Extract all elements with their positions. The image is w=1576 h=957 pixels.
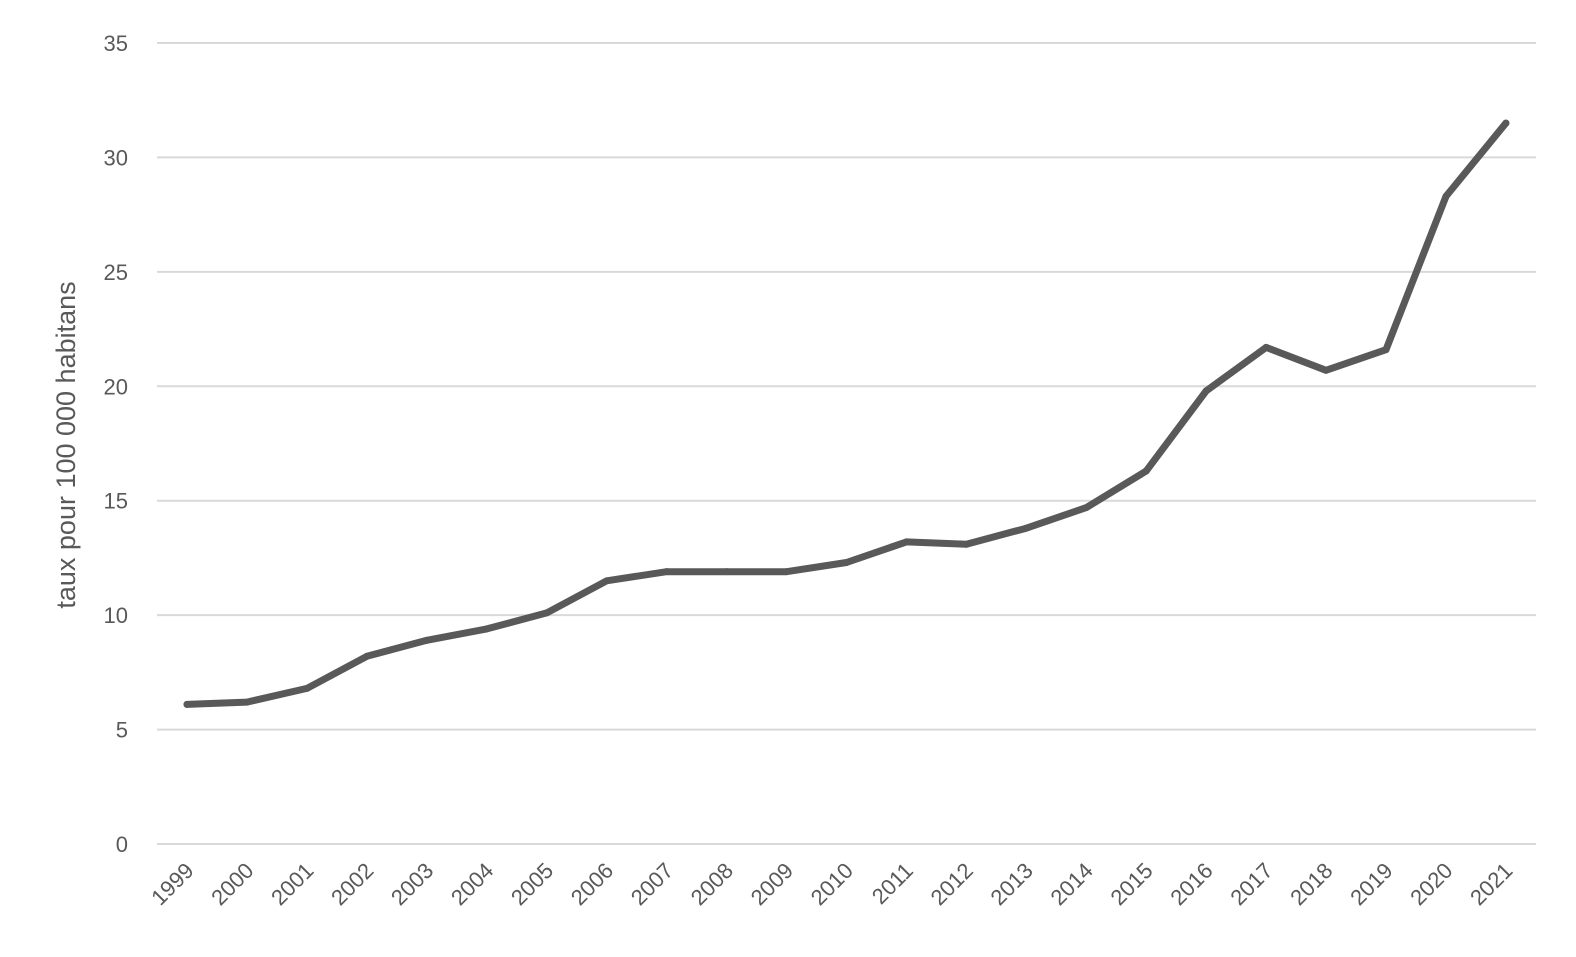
x-tick-label: 2019 — [1345, 858, 1397, 910]
data-point-2015 — [1142, 467, 1150, 475]
data-point-2019 — [1382, 346, 1390, 354]
data-point-2007 — [663, 568, 671, 576]
data-point-2010 — [842, 559, 850, 567]
data-points — [183, 119, 1510, 708]
y-axis-title: taux pour 100 000 habitans — [51, 281, 81, 608]
data-point-2021 — [1502, 119, 1510, 127]
data-point-2000 — [243, 698, 251, 706]
data-point-2018 — [1322, 366, 1330, 374]
y-tick-label: 20 — [104, 374, 128, 399]
data-point-2001 — [303, 684, 311, 692]
x-tick-label: 2013 — [986, 858, 1038, 910]
y-tick-label: 30 — [104, 145, 128, 170]
x-tick-label: 2002 — [326, 858, 378, 910]
x-tick-label: 2009 — [746, 858, 798, 910]
data-point-2020 — [1442, 192, 1450, 200]
x-tick-label: 1999 — [146, 858, 198, 910]
x-tick-label: 2020 — [1405, 858, 1457, 910]
x-tick-label: 2000 — [206, 858, 258, 910]
data-point-2017 — [1262, 343, 1270, 351]
series-line — [183, 119, 1510, 708]
data-point-2002 — [363, 652, 371, 660]
x-tick-label: 2018 — [1285, 858, 1337, 910]
x-tick-label: 2017 — [1225, 858, 1277, 910]
data-point-2012 — [962, 540, 970, 548]
y-tick-label: 10 — [104, 603, 128, 628]
data-point-2011 — [902, 538, 910, 546]
x-tick-label: 2012 — [926, 858, 978, 910]
data-point-2014 — [1082, 504, 1090, 512]
y-axis-ticks: 0 5 10 15 20 25 30 35 — [104, 31, 128, 857]
x-tick-label: 2010 — [806, 858, 858, 910]
x-tick-label: 2011 — [867, 858, 918, 909]
x-tick-label: 2006 — [566, 858, 618, 910]
x-tick-label: 2016 — [1165, 858, 1217, 910]
data-point-2006 — [603, 577, 611, 585]
y-tick-label: 15 — [104, 489, 128, 514]
data-point-2004 — [483, 625, 491, 633]
series-layer — [183, 119, 1510, 708]
x-tick-label: 2004 — [446, 858, 498, 910]
data-point-2008 — [723, 568, 731, 576]
x-tick-label: 2008 — [686, 858, 738, 910]
data-point-2016 — [1202, 387, 1210, 395]
x-tick-label: 2003 — [386, 858, 438, 910]
y-tick-label: 0 — [116, 832, 128, 857]
x-tick-label: 2007 — [626, 858, 678, 910]
x-tick-label: 2015 — [1105, 858, 1157, 910]
x-tick-label: 2005 — [506, 858, 558, 910]
x-axis-ticks: 1999 2000 2001 2002 2003 2004 2005 2006 2007 2008… — [146, 858, 1517, 910]
y-tick-label: 25 — [104, 260, 128, 285]
x-tick-label: 2001 — [266, 858, 318, 910]
data-point-2009 — [783, 568, 790, 576]
data-point-2003 — [423, 636, 431, 644]
x-tick-label: 2021 — [1465, 858, 1517, 910]
y-tick-label: 5 — [116, 718, 128, 743]
data-point-2013 — [1022, 524, 1030, 532]
data-point-1999 — [183, 700, 191, 708]
data-point-2005 — [543, 609, 551, 617]
gridlines — [157, 42, 1536, 845]
y-tick-label: 35 — [104, 31, 128, 56]
x-tick-label: 2014 — [1045, 858, 1097, 910]
